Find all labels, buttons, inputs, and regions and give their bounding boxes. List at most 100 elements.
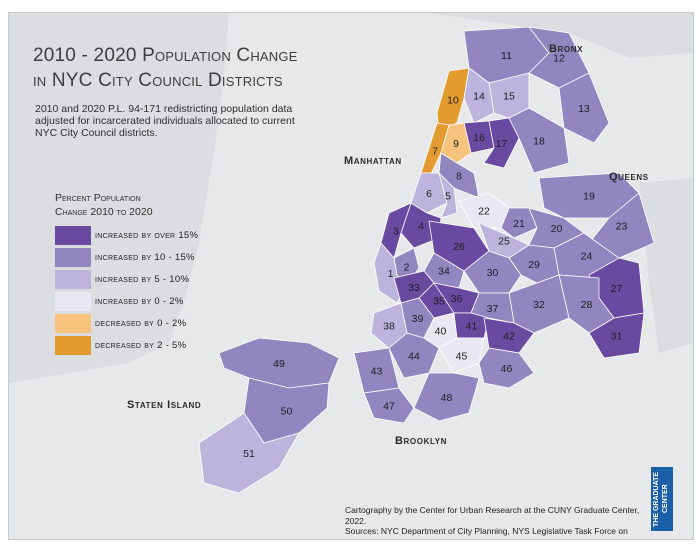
district-number-44: 44: [408, 351, 420, 363]
district-number-9: 9: [453, 138, 459, 150]
district-31: [588, 312, 645, 359]
district-number-6: 6: [426, 188, 432, 200]
district-number-50: 50: [281, 406, 293, 418]
borough-label-queens: Queens: [609, 171, 649, 183]
legend-title: Percent Population Change 2010 to 2020: [55, 191, 255, 219]
borough-label-manhattan: Manhattan: [344, 155, 402, 167]
district-number-19: 19: [583, 191, 595, 203]
district-number-42: 42: [503, 331, 515, 343]
legend-item: increased by over 15%: [55, 224, 255, 246]
district-number-21: 21: [513, 218, 525, 230]
district-number-48: 48: [441, 392, 453, 404]
district-number-4: 4: [418, 221, 424, 233]
district-37: [470, 292, 515, 324]
borough-label-brooklyn: Brooklyn: [395, 435, 448, 447]
district-number-5: 5: [445, 191, 451, 203]
district-number-3: 3: [393, 226, 399, 238]
district-21: [500, 207, 538, 239]
district-number-30: 30: [487, 267, 499, 279]
long-island-land: [639, 178, 693, 353]
legend-label: decreased by 2 - 5%: [95, 339, 187, 351]
district-number-46: 46: [501, 363, 513, 375]
map-title-line1: 2010 - 2020 Population Change: [33, 45, 298, 66]
new-jersey-land: [9, 13, 229, 383]
district-number-40: 40: [435, 326, 447, 338]
district-18: [508, 107, 570, 174]
district-number-20: 20: [551, 223, 563, 235]
district-9: [440, 122, 472, 164]
legend-swatch: [55, 247, 91, 267]
district-number-26: 26: [453, 241, 465, 253]
district-number-31: 31: [611, 331, 623, 343]
district-47: [363, 387, 415, 424]
district-number-1: 1: [388, 268, 394, 280]
district-6: [410, 172, 448, 214]
map-title-line2: in NYC City Council Districts: [33, 70, 283, 91]
district-number-47: 47: [383, 401, 395, 413]
map-frame: 11 12 13 14 15 16 17 18 10 7 9 8 6 5 4 3 2 1 22 21 19 20 23 24 2…: [8, 12, 694, 540]
legend-swatch: [55, 291, 91, 311]
district-48: [413, 372, 480, 422]
district-number-28: 28: [581, 299, 593, 311]
district-10: [436, 67, 470, 132]
district-number-35: 35: [433, 296, 445, 308]
borough-label-bronx: Bronx: [549, 43, 584, 55]
district-number-37: 37: [487, 303, 499, 315]
legend-label: decreased by 0 - 2%: [95, 317, 187, 329]
district-number-23: 23: [616, 221, 628, 233]
district-number-32: 32: [533, 299, 545, 311]
district-number-14: 14: [473, 91, 485, 103]
district-45: [438, 337, 485, 374]
district-number-29: 29: [528, 259, 540, 271]
district-5: [438, 171, 458, 219]
district-number-49: 49: [273, 358, 285, 370]
legend-item: decreased by 2 - 5%: [55, 334, 255, 356]
legend-swatch: [55, 313, 91, 333]
district-number-17: 17: [496, 138, 508, 150]
district-number-45: 45: [456, 351, 468, 363]
borough-label-staten-island: Staten Island: [127, 399, 202, 411]
legend-swatch: [55, 269, 91, 289]
legend-title-line1: Percent Population: [55, 192, 141, 204]
district-number-33: 33: [408, 282, 420, 294]
district-number-36: 36: [451, 293, 463, 305]
district-number-34: 34: [438, 266, 450, 278]
district-number-41: 41: [466, 321, 478, 333]
district-number-18: 18: [533, 136, 545, 148]
legend-item: decreased by 0 - 2%: [55, 312, 255, 334]
district-51: [198, 412, 300, 494]
district-13: [558, 72, 610, 144]
credit-line2: Sources: NYC Department of City Planning…: [345, 526, 628, 539]
legend-swatch: [55, 225, 91, 245]
district-number-51: 51: [243, 448, 255, 460]
legend-item: increased by 0 - 2%: [55, 290, 255, 312]
district-number-13: 13: [578, 103, 590, 115]
district-42: [483, 317, 535, 354]
district-number-15: 15: [503, 91, 515, 103]
legend-swatch: [55, 335, 91, 355]
bronx-north-land: [429, 13, 693, 58]
district-number-22: 22: [478, 206, 490, 218]
district-3: [380, 202, 412, 259]
district-46: [478, 347, 535, 389]
district-number-16: 16: [473, 132, 485, 144]
legend-label: increased by 10 - 15%: [95, 251, 195, 263]
legend-title-line2: Change 2010 to 2020: [55, 206, 153, 218]
legend-label: increased by 0 - 2%: [95, 295, 184, 307]
legend-label: increased by over 15%: [95, 229, 199, 241]
district-7: [420, 122, 450, 179]
map-subtitle: 2010 and 2020 P.L. 94-171 redistricting …: [35, 103, 295, 139]
graduate-center-logo: THE GRADUATE CENTER: [651, 467, 673, 531]
legend: Percent Population Change 2010 to 2020 i…: [55, 191, 255, 356]
district-number-25: 25: [498, 236, 510, 248]
district-number-8: 8: [456, 171, 462, 183]
map-credit: Cartography by the Center for Urban Rese…: [345, 505, 655, 539]
district-number-38: 38: [383, 321, 395, 333]
legend-item: increased by 5 - 10%: [55, 268, 255, 290]
district-number-11: 11: [501, 50, 512, 62]
district-number-43: 43: [371, 366, 383, 378]
map-title: 2010 - 2020 Population Change in NYC Cit…: [33, 43, 363, 93]
district-number-27: 27: [611, 283, 623, 295]
